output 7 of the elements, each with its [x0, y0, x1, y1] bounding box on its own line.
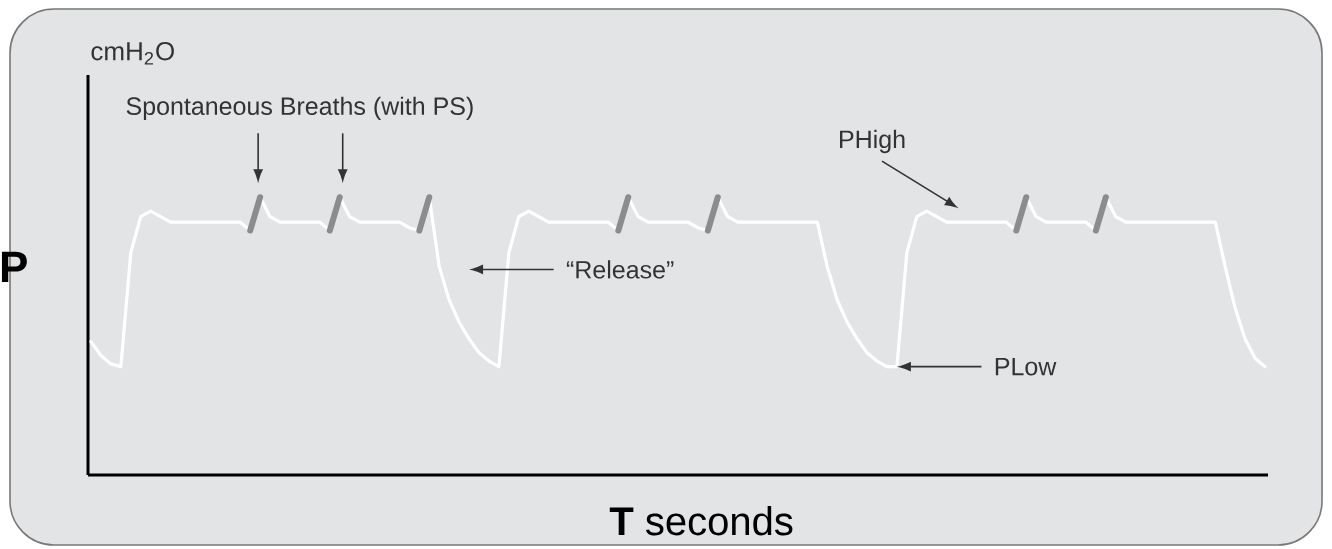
text: cmH$_{2}$O	[91, 41, 174, 65]
x-axis-title: T seconds	[609, 506, 793, 536]
text: PHigh	[840, 129, 905, 154]
annotation: PLow	[995, 357, 1057, 376]
annotation: “Release”	[566, 260, 674, 279]
y-axis-title: P	[1, 251, 27, 283]
text: Spontaneous Breaths (with PS)	[126, 96, 473, 120]
